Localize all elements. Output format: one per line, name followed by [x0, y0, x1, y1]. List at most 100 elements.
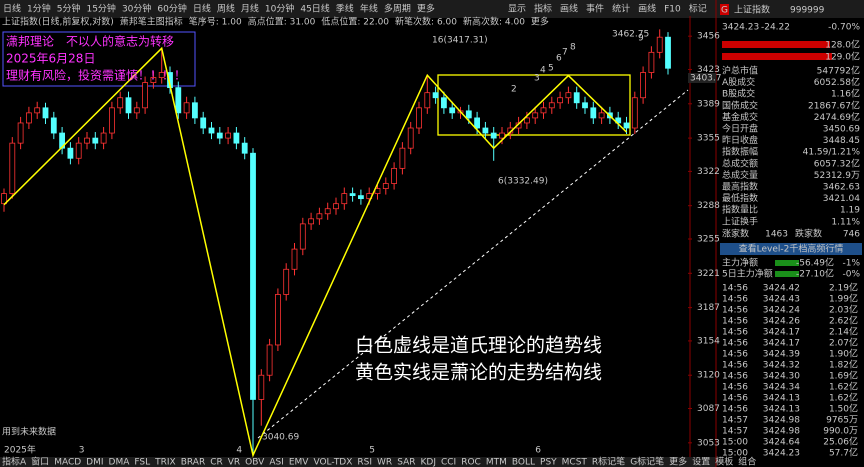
- period-tab[interactable]: 30分钟: [122, 3, 151, 15]
- index-name: 上证指数: [734, 4, 770, 16]
- period-tab[interactable]: 45日线: [300, 3, 329, 15]
- indicator-tab[interactable]: 指标A: [2, 456, 27, 467]
- indicator-tab[interactable]: 设置: [692, 457, 710, 467]
- indicator-tab[interactable]: PSY: [540, 458, 557, 467]
- indicator-tab[interactable]: EMV: [289, 458, 309, 467]
- level2-button-bg[interactable]: [720, 243, 862, 255]
- indicator-tab[interactable]: WR: [377, 458, 392, 467]
- indicator-tab[interactable]: CCI: [441, 458, 456, 467]
- period-tab[interactable]: 年线: [360, 3, 378, 15]
- indicator-tab[interactable]: KDJ: [420, 458, 436, 467]
- tick-price: 3424.17: [763, 339, 800, 349]
- candle-body: [449, 107, 456, 114]
- indicator-tab[interactable]: FSL: [134, 458, 150, 467]
- tick-price: 3424.17: [763, 328, 800, 338]
- tool-button[interactable]: 标记: [689, 3, 707, 15]
- indicator-tab[interactable]: BRAR: [181, 458, 205, 467]
- tick-time: 14:56: [722, 328, 748, 338]
- content: 日线 1分钟 5分钟 15分钟 30分钟 60分钟 日线 周线 月线 10分钟 45日线 季线 年线 多周…: [1, 3, 862, 467]
- price-marker: 3403.7: [690, 74, 722, 84]
- candle-body: [200, 117, 207, 129]
- indicator-tab[interactable]: CR: [210, 458, 223, 467]
- indicator-tab[interactable]: R标记笔: [592, 456, 625, 467]
- candle-body: [266, 344, 273, 376]
- period-tab[interactable]: 多周期: [384, 3, 411, 15]
- stat-label: 沪总市值: [722, 65, 758, 77]
- indicator-tab[interactable]: OBV: [245, 458, 265, 467]
- candle-body: [241, 142, 248, 154]
- indicator-tab[interactable]: MCST: [562, 458, 588, 467]
- indicator-tab[interactable]: SAR: [397, 458, 415, 467]
- candle-body: [499, 132, 505, 139]
- period-tab[interactable]: 月线: [241, 3, 259, 15]
- candle-body: [208, 127, 215, 134]
- period-tab[interactable]: 10分钟: [265, 3, 294, 15]
- period-tab[interactable]: 日线: [193, 3, 211, 15]
- tool-button[interactable]: 统计: [612, 3, 630, 15]
- indicator-tab[interactable]: VR: [228, 458, 240, 467]
- period-tab[interactable]: 日线: [3, 3, 21, 15]
- stat-label: 总成交额: [722, 157, 758, 169]
- tool-button[interactable]: 显示: [508, 4, 526, 15]
- period-tab[interactable]: 15分钟: [86, 3, 115, 15]
- candle-body: [158, 72, 165, 78]
- indicator-tab[interactable]: BOLL: [512, 458, 535, 467]
- tool-button[interactable]: 事件: [586, 3, 604, 15]
- tick-volume: 1.50亿: [829, 403, 858, 415]
- candle-body: [258, 374, 265, 400]
- y-tick-label: 3120: [697, 371, 720, 381]
- candle-body: [109, 107, 115, 134]
- future-note: 用到未来数据: [2, 426, 56, 438]
- indicator-tab[interactable]: MACD: [54, 458, 81, 467]
- candle-body: [416, 107, 422, 129]
- stat-label: B股成交: [722, 88, 755, 100]
- indicator-tab[interactable]: 模板: [715, 456, 733, 467]
- candle-body: [540, 107, 547, 114]
- candle-body: [623, 122, 630, 129]
- tool-button[interactable]: F10: [664, 5, 681, 15]
- indicator-tab[interactable]: ASI: [269, 458, 284, 467]
- indicator-tab[interactable]: DMA: [109, 458, 131, 467]
- candle-body: [631, 97, 638, 129]
- annotation: 9: [638, 34, 644, 44]
- tool-button[interactable]: 指标: [534, 3, 552, 15]
- indicator-tab[interactable]: DMI: [86, 458, 103, 467]
- volume: 128.0亿: [825, 39, 860, 51]
- indicator-tab[interactable]: G标记笔: [630, 456, 664, 467]
- annotation: 8: [570, 43, 576, 53]
- period-tab[interactable]: 更多: [417, 3, 435, 15]
- flow-pct: -1%: [842, 259, 860, 269]
- info-item: 萧邦笔主图指标: [120, 16, 183, 28]
- annotation: 4: [540, 66, 546, 76]
- annotation: 6(3332.49): [498, 177, 548, 187]
- indicator-tab[interactable]: 更多: [669, 456, 687, 467]
- tick-price: 3424.98: [763, 416, 800, 426]
- annotation: 7: [562, 48, 568, 58]
- period-tab[interactable]: 60分钟: [157, 3, 186, 15]
- period-tab[interactable]: 周线: [217, 3, 235, 15]
- tool-button[interactable]: 画线: [560, 3, 578, 15]
- level2-button[interactable]: 查看Level-2千档高频行情: [739, 243, 844, 255]
- tool-button[interactable]: 画线: [638, 3, 656, 15]
- indicator-tab[interactable]: 窗口: [31, 456, 49, 467]
- indicator-tab[interactable]: 组合: [738, 456, 756, 467]
- indicator-tab[interactable]: RSI: [357, 458, 372, 467]
- indicator-tab[interactable]: VOL-TDX: [313, 458, 352, 467]
- indicator-tab[interactable]: MTM: [486, 458, 507, 467]
- stat-label: 昨日收盘: [722, 134, 758, 146]
- overlay-text: 潇邦理论 不以人的意志为转移: [6, 34, 174, 49]
- stat-value: 21867.67亿: [808, 99, 860, 111]
- tick-volume: 25.06亿: [823, 436, 858, 448]
- period-tab[interactable]: 季线: [336, 3, 354, 15]
- info-item: 低点位置: 22.00: [321, 16, 389, 28]
- stat-label: 国债成交: [722, 99, 758, 111]
- tick-volume: 1.69亿: [829, 370, 858, 382]
- tick-volume: 1.62亿: [829, 392, 858, 404]
- tick-price: 3424.13: [763, 394, 800, 404]
- tick-time: 15:00: [722, 449, 748, 459]
- period-tab[interactable]: 1分钟: [27, 3, 51, 15]
- tick-price: 3424.42: [763, 284, 800, 294]
- period-tab[interactable]: 5分钟: [57, 3, 81, 15]
- indicator-tab[interactable]: TRIX: [154, 458, 176, 467]
- indicator-tab[interactable]: ROC: [461, 458, 481, 467]
